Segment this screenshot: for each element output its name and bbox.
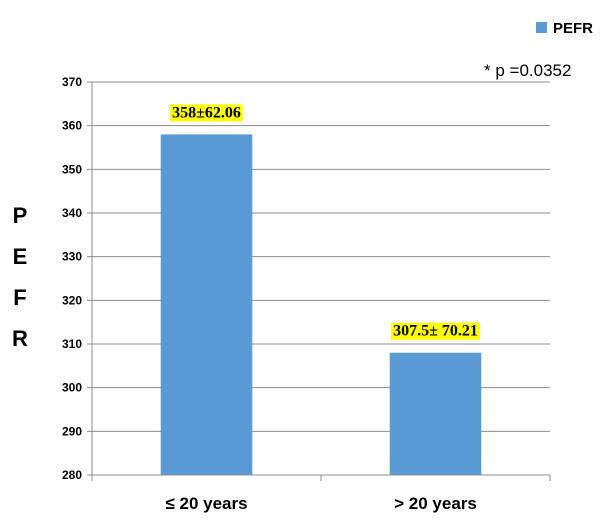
y-tick-label: 310	[62, 337, 82, 351]
y-tick-labels: 280 290 300 310 320 330 340 350 360 370	[62, 75, 82, 482]
y-tick-label: 280	[62, 468, 82, 482]
data-label-1: 358±62.06	[146, 100, 267, 125]
data-label-2: 307.5± 70.21	[375, 318, 496, 343]
data-label-text: 358±62.06	[172, 104, 241, 121]
axes	[91, 82, 550, 476]
legend: PEFR	[536, 20, 593, 37]
data-label-highlight	[391, 322, 480, 340]
bar-2	[389, 352, 482, 475]
x-category-label: > 20 years	[394, 494, 477, 513]
y-axis-title-letter: P	[13, 203, 28, 228]
y-tick-label: 350	[62, 162, 82, 176]
y-tick-label: 300	[62, 381, 82, 395]
x-category-labels: ≤ 20 years > 20 years	[165, 494, 476, 513]
y-tick-label: 330	[62, 250, 82, 264]
y-tick-label: 320	[62, 293, 82, 307]
y-axis-title-letter: R	[12, 326, 28, 351]
y-tick-label: 340	[62, 206, 82, 220]
y-axis-title-letter: E	[13, 244, 28, 269]
bar-1	[160, 134, 253, 475]
data-label-text: 307.5± 70.21	[393, 323, 478, 340]
legend-label-pefr: PEFR	[553, 20, 593, 37]
y-axis-title: PEFR	[12, 203, 28, 351]
data-labels: 358±62.06 307.5± 70.21	[146, 100, 496, 343]
y-tick-label: 290	[62, 424, 82, 438]
p-value-annotation: * p =0.0352	[484, 61, 571, 80]
y-tick-label: 370	[62, 75, 82, 89]
legend-swatch-pefr	[536, 22, 547, 33]
y-axis-title-letter: F	[13, 285, 26, 310]
y-tick-label: 360	[62, 119, 82, 133]
data-label-highlight	[170, 104, 243, 122]
x-category-label: ≤ 20 years	[165, 494, 247, 513]
bars	[160, 134, 482, 475]
